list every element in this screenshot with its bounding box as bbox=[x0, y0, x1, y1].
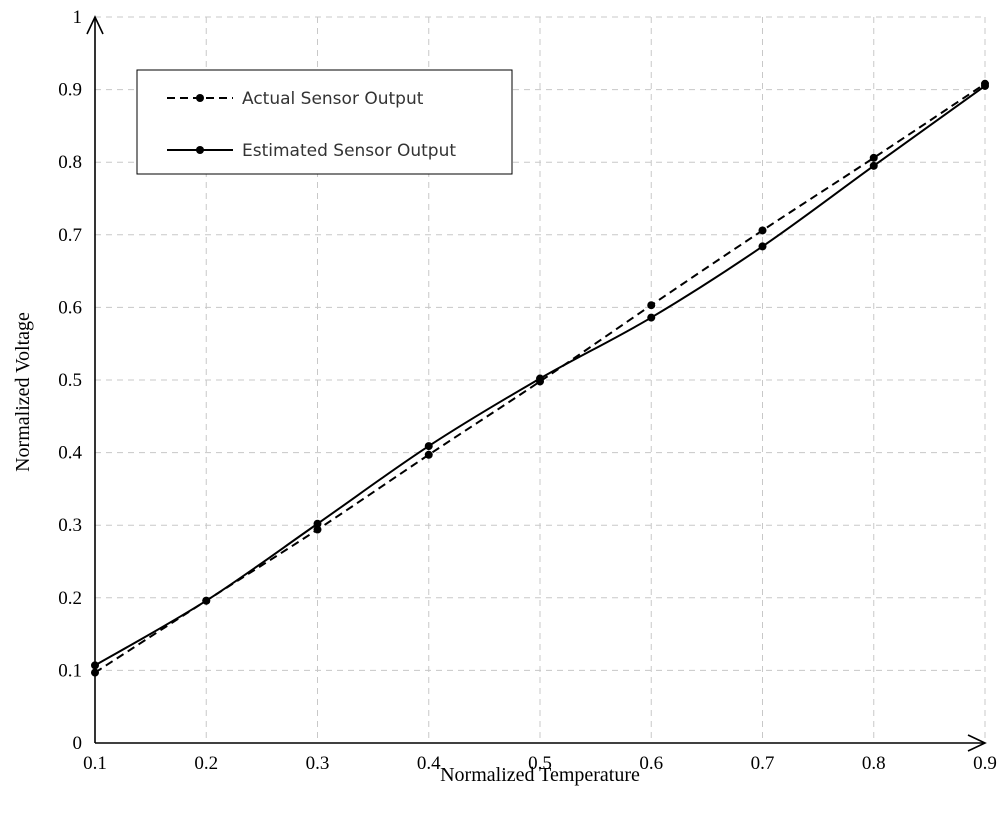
data-point-estimated-sensor-output-3 bbox=[424, 442, 433, 451]
x-tick-label-7: 0.8 bbox=[862, 753, 886, 774]
y-tick-label-0: 0 bbox=[73, 733, 83, 754]
x-axis-arrowhead bbox=[967, 734, 987, 752]
data-point-actual-sensor-output-2 bbox=[313, 525, 322, 534]
x-tick-label-0: 0.1 bbox=[83, 753, 107, 774]
x-tick-label-2: 0.3 bbox=[306, 753, 330, 774]
y-axis-arrowhead bbox=[86, 15, 104, 35]
y-tick-label-1: 0.1 bbox=[58, 660, 82, 681]
x-tick-label-1: 0.2 bbox=[194, 753, 218, 774]
x-axis-title: Normalized Temperature bbox=[440, 764, 640, 786]
data-point-estimated-sensor-output-4 bbox=[536, 374, 544, 383]
y-tick-label-9: 0.9 bbox=[58, 80, 82, 101]
x-tick-label-4: 0.5 bbox=[528, 753, 552, 774]
data-point-estimated-sensor-output-5 bbox=[647, 313, 656, 322]
legend-item-estimated-sensor-output: Estimated Sensor Output bbox=[167, 141, 456, 161]
y-tick-label-7: 0.7 bbox=[58, 225, 82, 246]
legend-label-actual-sensor-output: Actual Sensor Output bbox=[242, 89, 424, 109]
legend-item-actual-sensor-output: Actual Sensor Output bbox=[167, 89, 424, 109]
x-tick-label-5: 0.6 bbox=[639, 753, 663, 774]
data-point-actual-sensor-output-6 bbox=[758, 226, 767, 235]
data-point-actual-sensor-output-5 bbox=[647, 301, 656, 310]
y-tick-label-3: 0.3 bbox=[58, 515, 82, 536]
plot-area bbox=[91, 79, 989, 677]
legend-marker-estimated-sensor-output bbox=[196, 146, 204, 154]
legend-box bbox=[136, 69, 513, 175]
x-tick-label-3: 0.4 bbox=[417, 753, 441, 774]
tick-labels: 0.1 0.2 0.3 0.4 0.5 0.6 0.7 0.8 0.900.10.20.30.4… bbox=[58, 7, 997, 774]
data-point-estimated-sensor-output-1 bbox=[202, 596, 211, 605]
legend-items: Actual Sensor Output Estimated Sensor Out… bbox=[167, 89, 456, 161]
y-tick-label-8: 0.8 bbox=[58, 152, 82, 173]
legend: Actual Sensor Output Estimated Sensor Out… bbox=[136, 69, 513, 175]
y-tick-label-10: 1 bbox=[73, 7, 83, 28]
y-tick-label-5: 0.5 bbox=[58, 370, 82, 391]
legend-marker-actual-sensor-output bbox=[196, 94, 204, 102]
axes bbox=[86, 15, 987, 752]
x-tick-label-6: 0.7 bbox=[751, 753, 775, 774]
data-point-estimated-sensor-output-8 bbox=[981, 81, 989, 90]
series-estimated-sensor-output bbox=[91, 81, 989, 670]
data-point-estimated-sensor-output-6 bbox=[758, 242, 767, 251]
y-tick-label-2: 0.2 bbox=[58, 588, 82, 609]
legend-label-estimated-sensor-output: Estimated Sensor Output bbox=[242, 141, 456, 161]
data-point-estimated-sensor-output-2 bbox=[313, 519, 322, 528]
y-axis-title: Normalized Voltage bbox=[12, 312, 34, 472]
data-point-estimated-sensor-output-7 bbox=[869, 161, 878, 170]
data-point-actual-sensor-output-7 bbox=[869, 153, 878, 162]
y-tick-label-4: 0.4 bbox=[58, 443, 82, 464]
y-tick-label-6: 0.6 bbox=[58, 297, 82, 318]
x-tick-label-8: 0.9 bbox=[973, 753, 997, 774]
data-point-actual-sensor-output-3 bbox=[424, 450, 433, 459]
